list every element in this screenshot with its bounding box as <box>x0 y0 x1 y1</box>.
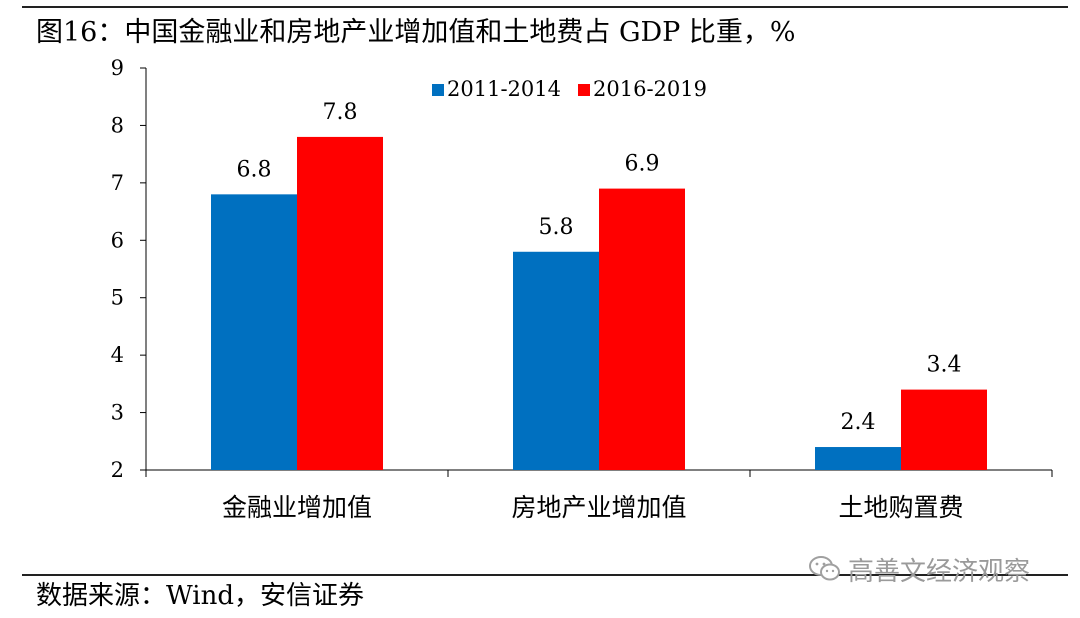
chart-title: 图16：中国金融业和房地产业增加值和土地费占 GDP 比重，% <box>36 17 796 48</box>
y-tick-label: 7 <box>111 171 124 195</box>
y-tick-label: 6 <box>111 228 124 252</box>
y-tick-label: 5 <box>111 286 124 310</box>
x-category-label: 土地购置费 <box>838 493 963 522</box>
data-label: 5.8 <box>539 215 574 240</box>
legend-swatch <box>578 84 590 96</box>
legend-label: 2016-2019 <box>593 77 707 101</box>
bar <box>297 136 383 470</box>
y-tick-label: 4 <box>111 343 124 367</box>
chart-legend: 2011-2014 2016-2019 <box>432 77 707 101</box>
bar-chart: 2 3 4 5 6 7 8 9 金融业增加值 房地产业增加值 土地购置费 6.8 7.8 5.8 6.9 2… <box>111 56 1053 522</box>
x-category-label: 金融业增加值 <box>222 493 372 522</box>
source-note: 数据来源：Wind，安信证券 <box>36 581 364 611</box>
y-tick-label: 8 <box>111 113 124 137</box>
legend-label: 2011-2014 <box>447 77 561 101</box>
data-label: 3.4 <box>927 353 962 378</box>
y-tick-label: 2 <box>111 458 124 482</box>
bar <box>815 447 901 470</box>
watermark-text: 高善文经济观察 <box>848 556 1031 587</box>
bar <box>901 389 987 470</box>
wechat-icon <box>809 556 840 581</box>
bar <box>599 188 685 470</box>
data-label: 6.9 <box>625 152 660 177</box>
bar <box>211 194 297 471</box>
chart-bars <box>211 136 987 471</box>
x-category-label: 房地产业增加值 <box>511 493 686 522</box>
y-tick-label: 9 <box>111 56 124 80</box>
bar <box>513 251 599 470</box>
data-label: 6.8 <box>237 157 272 182</box>
watermark: 高善文经济观察 <box>808 549 1030 589</box>
data-label: 7.8 <box>323 100 358 125</box>
chart-data-labels: 6.8 7.8 5.8 6.9 2.4 3.4 <box>237 100 962 435</box>
top-rule <box>22 6 1068 8</box>
y-tick-label: 3 <box>111 401 124 425</box>
legend-swatch <box>432 84 444 96</box>
bottom-rule <box>22 574 1068 576</box>
data-label: 2.4 <box>841 410 876 435</box>
